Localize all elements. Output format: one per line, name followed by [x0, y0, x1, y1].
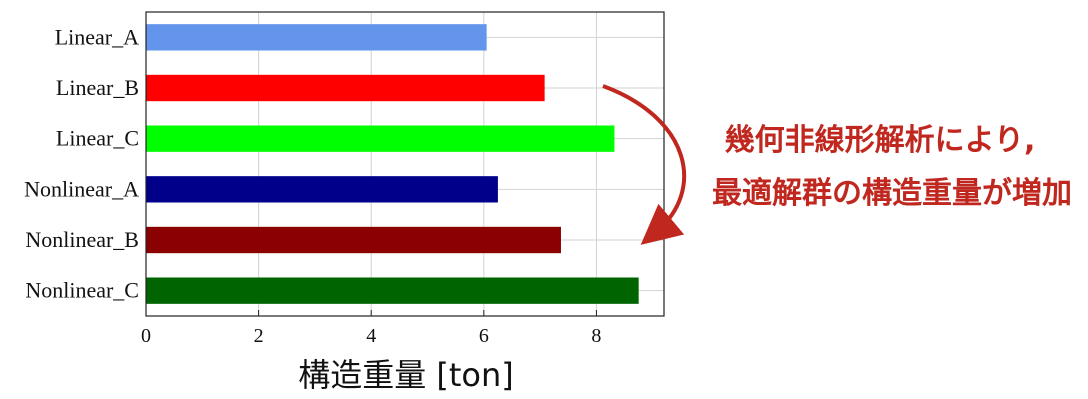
bar-linear-a: [146, 24, 487, 51]
x-tick-label: 4: [366, 325, 376, 347]
annotation-line-1: 幾何非線形解析により,: [725, 123, 1036, 158]
category-label: Nonlinear_C: [25, 278, 139, 303]
x-ticks: 0 2 4 6 8: [141, 310, 601, 347]
category-label: Nonlinear_B: [25, 227, 139, 252]
bar-nonlinear-a: [146, 176, 498, 203]
category-label: Linear_A: [55, 24, 139, 49]
bar-linear-c: [146, 125, 615, 152]
curved-arrow-icon: [602, 84, 687, 245]
annotation-line-2: 最適解群の構造重量が増加: [712, 176, 1072, 211]
x-axis-title: 構造重量 [ton]: [298, 356, 514, 394]
category-label: Linear_B: [56, 75, 139, 100]
bars: [146, 24, 639, 304]
bar-nonlinear-c: [146, 277, 639, 304]
x-tick-label: 6: [479, 325, 489, 347]
x-tick-label: 2: [254, 325, 264, 347]
x-tick-label: 0: [141, 325, 151, 347]
plot-frame: [145, 11, 665, 317]
category-label: Linear_C: [56, 126, 139, 151]
category-labels: Linear_A Linear_B Linear_C Nonlinear_A Nonli…: [24, 24, 139, 302]
bar-linear-b: [146, 74, 545, 102]
category-label: Nonlinear_A: [24, 176, 139, 201]
grid-lines: [145, 12, 664, 316]
x-tick-label: 8: [591, 325, 601, 347]
bar-nonlinear-b: [146, 226, 561, 254]
